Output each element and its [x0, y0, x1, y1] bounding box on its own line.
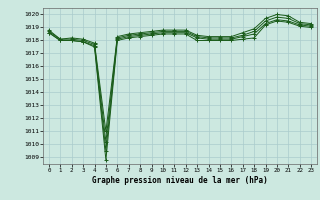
X-axis label: Graphe pression niveau de la mer (hPa): Graphe pression niveau de la mer (hPa) — [92, 176, 268, 185]
